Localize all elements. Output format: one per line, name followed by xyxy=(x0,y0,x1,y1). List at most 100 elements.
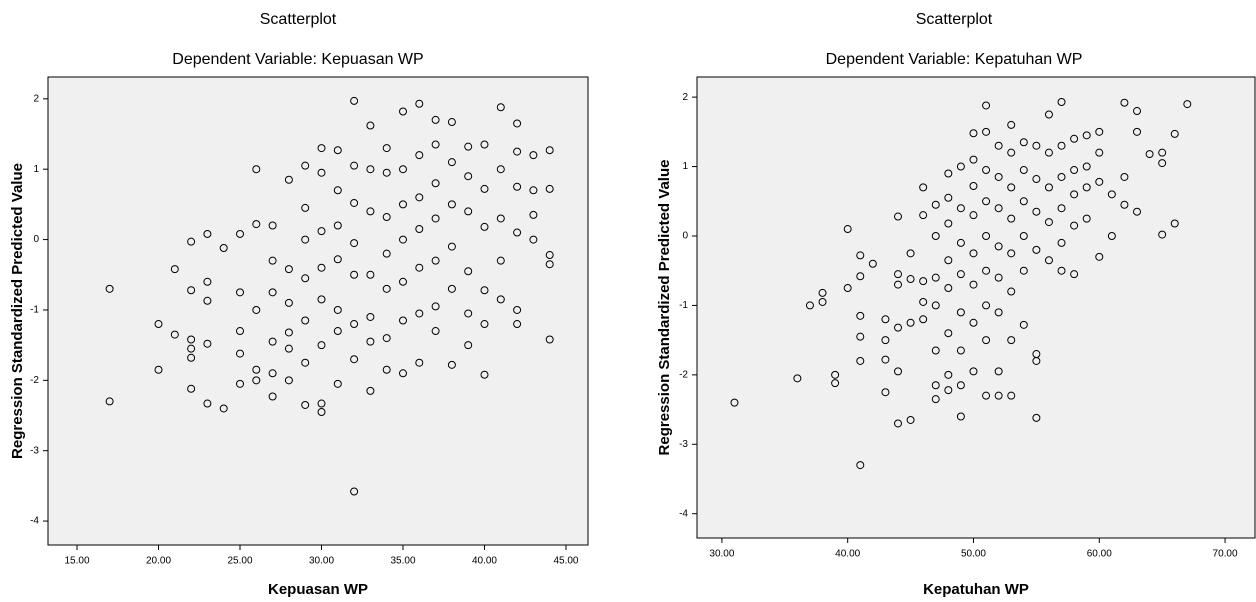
point xyxy=(1057,97,1066,106)
point xyxy=(944,193,953,202)
point xyxy=(969,249,978,258)
x-tick-label: 25.00 xyxy=(227,556,252,567)
point xyxy=(982,391,991,400)
point xyxy=(1082,214,1091,223)
point xyxy=(480,320,489,329)
point xyxy=(268,392,277,401)
point xyxy=(1007,391,1016,400)
point xyxy=(513,305,522,314)
point xyxy=(1019,320,1028,329)
point xyxy=(843,284,852,293)
y-tick-label: -4 xyxy=(30,516,39,527)
point xyxy=(350,198,359,207)
point xyxy=(944,329,953,338)
point xyxy=(268,256,277,265)
point xyxy=(545,335,554,344)
point xyxy=(464,341,473,350)
point xyxy=(382,168,391,177)
point xyxy=(317,399,326,408)
point xyxy=(366,337,375,346)
point xyxy=(333,255,342,264)
chart-subtitle: Dependent Variable: Kepuasan WP xyxy=(172,51,423,68)
point xyxy=(969,211,978,220)
point xyxy=(187,335,196,344)
point xyxy=(856,272,865,281)
point xyxy=(1070,166,1079,175)
point xyxy=(906,249,915,258)
y-tick-label: 2 xyxy=(682,92,688,103)
point xyxy=(805,301,814,310)
point xyxy=(730,398,739,407)
point xyxy=(545,184,554,193)
x-tick-label: 45.00 xyxy=(553,556,578,567)
point xyxy=(219,244,228,253)
point xyxy=(496,256,505,265)
point xyxy=(301,203,310,212)
point xyxy=(1095,177,1104,186)
point xyxy=(1019,138,1028,147)
point xyxy=(1057,141,1066,150)
point xyxy=(994,242,1003,251)
point xyxy=(1107,231,1116,240)
point xyxy=(982,197,991,206)
point xyxy=(881,336,890,345)
point xyxy=(818,288,827,297)
y-tick-label: -3 xyxy=(679,439,688,450)
point xyxy=(1120,172,1129,181)
point xyxy=(284,298,293,307)
chart-subtitle: Dependent Variable: Kepatuhan WP xyxy=(826,51,1083,68)
point xyxy=(447,360,456,369)
point xyxy=(1158,230,1167,239)
point xyxy=(1007,120,1016,129)
point xyxy=(818,297,827,306)
point xyxy=(931,273,940,282)
point xyxy=(431,140,440,149)
point xyxy=(317,341,326,350)
point xyxy=(317,227,326,236)
point xyxy=(1133,107,1142,116)
point xyxy=(1032,356,1041,365)
point xyxy=(447,242,456,251)
x-axis-title: Kepatuhan WP xyxy=(923,581,1029,598)
point xyxy=(1170,129,1179,138)
point xyxy=(513,320,522,329)
x-axis-title: Kepuasan WP xyxy=(268,581,368,598)
point xyxy=(894,323,903,332)
point xyxy=(956,162,965,171)
plot-area xyxy=(47,76,589,546)
point xyxy=(1145,150,1154,159)
point xyxy=(252,365,261,374)
point xyxy=(969,367,978,376)
point xyxy=(956,238,965,247)
point xyxy=(1133,127,1142,136)
point xyxy=(464,207,473,216)
point xyxy=(187,344,196,353)
point xyxy=(464,172,473,181)
point xyxy=(956,270,965,279)
point xyxy=(856,251,865,260)
point xyxy=(431,302,440,311)
point xyxy=(268,288,277,297)
point xyxy=(366,270,375,279)
point xyxy=(1007,336,1016,345)
point xyxy=(284,344,293,353)
point xyxy=(513,119,522,128)
point xyxy=(513,228,522,237)
point xyxy=(366,312,375,321)
point xyxy=(415,193,424,202)
point xyxy=(350,96,359,105)
point xyxy=(350,487,359,496)
point xyxy=(956,412,965,421)
point xyxy=(317,263,326,272)
point xyxy=(956,308,965,317)
point xyxy=(545,146,554,155)
point xyxy=(366,386,375,395)
point xyxy=(382,144,391,153)
point xyxy=(382,334,391,343)
point xyxy=(268,337,277,346)
point xyxy=(1070,221,1079,230)
point xyxy=(969,318,978,327)
point xyxy=(284,265,293,274)
point xyxy=(944,219,953,228)
